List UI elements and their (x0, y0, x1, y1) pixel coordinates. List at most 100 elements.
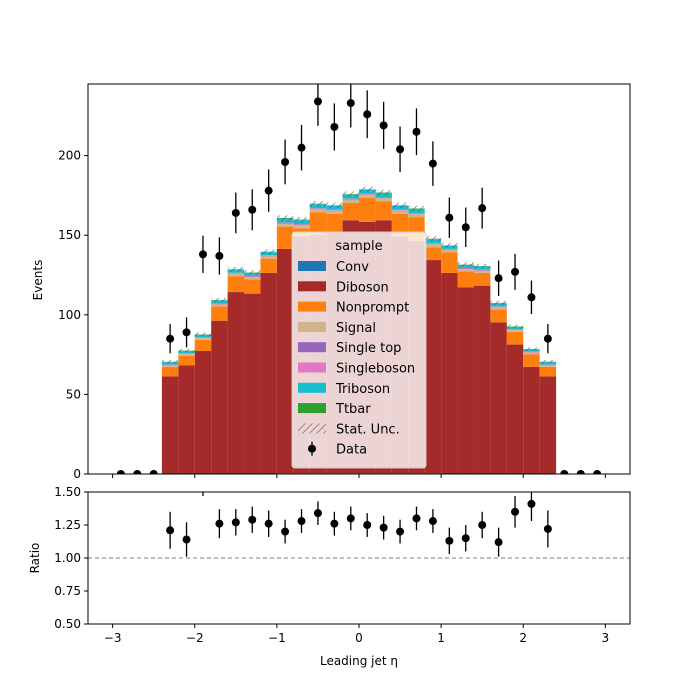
bar-signal-6 (260, 256, 277, 259)
bar-signal-14 (391, 210, 409, 214)
data-point-7 (231, 208, 240, 217)
data-points (116, 84, 602, 474)
bar-signal-7 (276, 223, 294, 227)
data-point-15 (363, 110, 372, 119)
legend-swatch-single-top (298, 342, 326, 353)
ratio-y-axis-label: Ratio (28, 543, 42, 574)
main-y-axis: 0 50 100 150 200 (58, 149, 88, 481)
data-point-19 (428, 159, 437, 168)
data-point-17 (396, 145, 405, 154)
ratio-point-17 (445, 536, 454, 545)
bar-nonprompt-13 (375, 201, 392, 221)
bar-diboson-0 (161, 376, 179, 474)
data-point-0 (116, 470, 125, 474)
bar-nonprompt-23 (539, 366, 557, 377)
data-point-9 (264, 186, 273, 195)
bar-signal-16 (424, 244, 442, 248)
ratio-point-6 (264, 519, 273, 528)
stat-unc-bin-10 (326, 202, 343, 208)
bar-signal-15 (408, 213, 425, 218)
ratio-point-12 (363, 521, 372, 529)
ratio-point-8 (297, 517, 306, 526)
ratio-points (166, 492, 552, 557)
bar-diboson-22 (523, 366, 540, 474)
legend-marker-data (308, 444, 316, 453)
stat-unc-bin-23 (539, 360, 557, 364)
ratio-point-0 (166, 526, 175, 535)
xtick-label-6: 3 (602, 631, 610, 645)
stat-uncertainty-band (161, 186, 557, 364)
main-ytick-label-3: 150 (58, 228, 81, 242)
bar-nonprompt-20 (490, 309, 507, 323)
ratio-point-4 (231, 518, 240, 527)
legend-swatch-diboson (298, 281, 326, 292)
ratio-point-9 (313, 509, 322, 518)
data-point-13 (330, 122, 339, 131)
bar-diboson-19 (473, 285, 491, 474)
ratio-point-10 (330, 519, 339, 528)
data-point-8 (248, 205, 257, 214)
bar-signal-5 (244, 276, 261, 280)
xtick-label-2: −1 (268, 631, 286, 645)
ratio-point-23 (543, 524, 552, 533)
data-point-6 (215, 251, 224, 260)
main-ytick-label-4: 200 (58, 149, 81, 163)
stat-unc-bin-15 (408, 205, 425, 212)
bar-nonprompt-16 (424, 247, 442, 261)
data-point-25 (527, 293, 536, 302)
bar-signal-2 (194, 337, 212, 340)
bar-nonprompt-1 (178, 355, 195, 366)
data-point-21 (461, 223, 470, 232)
bar-nonprompt-4 (227, 276, 245, 293)
bar-diboson-4 (227, 292, 245, 474)
data-point-11 (297, 143, 306, 152)
bar-diboson-5 (244, 293, 261, 474)
ratio-ytick-label-3: 1.25 (54, 518, 81, 532)
bar-nonprompt-22 (523, 354, 540, 367)
bar-nonprompt-3 (211, 306, 228, 321)
bar-signal-0 (161, 365, 179, 367)
bar-signal-18 (457, 268, 474, 272)
legend-swatch-triboson (298, 382, 326, 393)
ratio-point-14 (396, 527, 405, 536)
legend: sample Conv Diboson Nonprompt Signal Single … (291, 231, 427, 469)
data-point-24 (511, 267, 520, 276)
stat-unc-bin-20 (490, 300, 507, 306)
stat-unc-bin-8 (293, 217, 310, 223)
xtick-label-3: 0 (355, 631, 363, 645)
stat-unc-bin-0 (161, 360, 179, 364)
legend-label-diboson: Diboson (336, 280, 389, 295)
bar-signal-21 (506, 329, 524, 332)
main-panel: 0 50 100 150 200 Events sample Conv Diboson No… (31, 83, 631, 481)
bar-signal-13 (375, 197, 392, 202)
stat-unc-bin-9 (309, 201, 327, 207)
bar-signal-11 (342, 199, 359, 203)
bar-diboson-17 (441, 272, 458, 474)
stat-unc-bin-7 (276, 215, 294, 221)
data-point-28 (576, 470, 585, 474)
data-point-26 (543, 334, 552, 343)
bar-nonprompt-6 (260, 258, 277, 273)
bar-nonprompt-7 (276, 226, 294, 249)
legend-label-stat-unc-: Stat. Unc. (336, 422, 400, 437)
bar-signal-9 (309, 209, 327, 213)
ratio-ytick-label-4: 1.50 (54, 485, 81, 499)
data-point-29 (593, 470, 602, 474)
xtick-label-1: −2 (186, 631, 204, 645)
x-axis-label: Leading jet η (320, 654, 398, 668)
bar-signal-20 (490, 307, 507, 310)
bar-signal-1 (178, 354, 195, 356)
xtick-label-5: 2 (519, 631, 527, 645)
ratio-point-7 (281, 527, 290, 536)
legend-swatch-signal (298, 321, 326, 332)
ratio-point-21 (511, 507, 520, 516)
ratio-point-3 (215, 519, 224, 528)
legend-label-single-top: Single top (336, 341, 401, 356)
legend-label-singleboson: Singleboson (336, 362, 415, 377)
stat-unc-bin-11 (342, 191, 359, 197)
ratio-point-18 (461, 534, 470, 543)
bar-nonprompt-18 (457, 271, 474, 288)
bar-signal-8 (293, 225, 310, 229)
bar-nonprompt-9 (309, 212, 327, 235)
